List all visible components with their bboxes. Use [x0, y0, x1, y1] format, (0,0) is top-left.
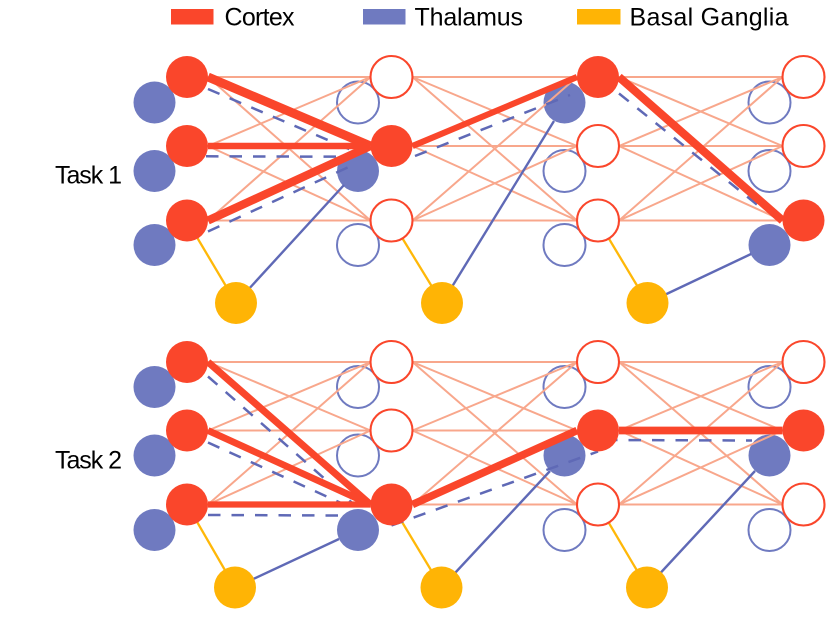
svg-text:Task 1: Task 1 [55, 161, 122, 189]
svg-text:Basal Ganglia: Basal Ganglia [630, 3, 789, 31]
svg-text:Cortex: Cortex [225, 3, 296, 31]
svg-text:Task 2: Task 2 [55, 447, 122, 475]
svg-text:Thalamus: Thalamus [415, 3, 524, 31]
